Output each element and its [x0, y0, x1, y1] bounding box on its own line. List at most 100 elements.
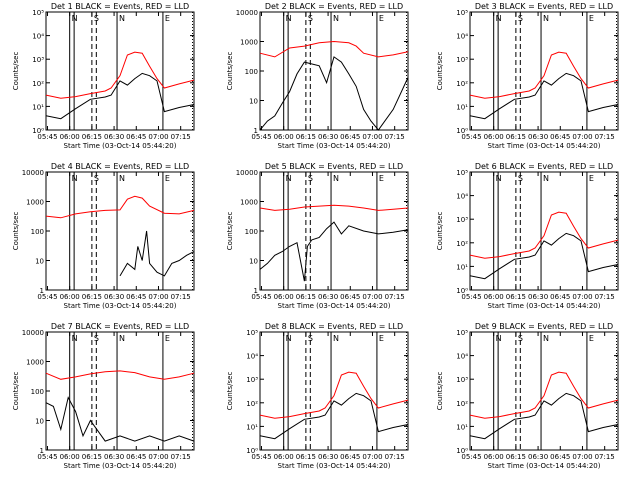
time-marker-label: E	[165, 334, 170, 343]
panel-1: Det 1 BLACK = Events, RED = LLD 10⁰ 10¹ 10²…	[12, 2, 195, 150]
time-marker-label: N	[72, 14, 78, 23]
x-tick-label: 05:45	[37, 453, 57, 461]
x-axis-label: Start Time (03-Oct-14 05:44:20)	[488, 462, 601, 470]
y-tick-label: 10³	[456, 216, 468, 224]
y-tick-label: 10⁰	[456, 447, 468, 455]
y-tick-label: 10	[35, 258, 44, 266]
y-tick-label: 10²	[456, 80, 468, 88]
y-tick-label: 10⁴	[32, 33, 44, 41]
x-tick-label: 05:45	[37, 293, 57, 301]
x-tick-label: 06:45	[550, 133, 570, 141]
x-tick-label: 06:00	[484, 453, 504, 461]
x-tick-label: 07:00	[362, 133, 382, 141]
plot-frame	[45, 11, 195, 131]
x-tick-label: 07:00	[148, 133, 168, 141]
panel-title: Det 7 BLACK = Events, RED = LLD	[51, 322, 189, 331]
panel-title: Det 1 BLACK = Events, RED = LLD	[51, 2, 189, 11]
y-tick-label: 10⁵	[246, 329, 258, 337]
x-tick-label: 06:15	[296, 133, 316, 141]
x-axis-label: Start Time (03-Oct-14 05:44:20)	[488, 302, 601, 310]
x-tick-label: 05:45	[461, 133, 481, 141]
time-marker-label: S	[94, 334, 99, 343]
x-tick-label: 06:30	[318, 133, 338, 141]
x-tick-label: 06:15	[82, 133, 102, 141]
series-line-lld	[45, 195, 195, 219]
time-marker-label: E	[589, 14, 594, 23]
y-tick-label: 10⁰	[246, 447, 258, 455]
x-tick-label: 07:00	[362, 453, 382, 461]
y-tick-label: 10⁰	[456, 127, 468, 135]
x-tick-label: 06:15	[82, 293, 102, 301]
series-line-lld	[469, 211, 619, 259]
x-tick-label: 06:30	[528, 453, 548, 461]
y-tick-label: 10	[35, 418, 44, 426]
y-tick-label: 10¹	[456, 263, 468, 271]
panel-6: Det 6 BLACK = Events, RED = LLD 10⁰ 10¹ 10²…	[436, 162, 619, 310]
series-line-events	[469, 232, 619, 280]
time-marker-label: S	[518, 14, 523, 23]
x-tick-label: 06:45	[340, 453, 360, 461]
plot-frame	[469, 331, 619, 451]
y-tick-label: 10²	[246, 400, 258, 408]
x-tick-label: 07:00	[148, 453, 168, 461]
x-tick-label: 06:00	[274, 133, 294, 141]
time-marker-label: S	[94, 14, 99, 23]
series-line-events	[259, 56, 409, 131]
y-tick-label: 1000	[26, 359, 44, 367]
x-tick-label: 06:45	[126, 133, 146, 141]
x-tick-label: 06:45	[550, 453, 570, 461]
y-axis-label: Counts/sec	[436, 212, 444, 251]
x-axis-label: Start Time (03-Oct-14 05:44:20)	[278, 302, 391, 310]
time-marker-label: E	[379, 334, 384, 343]
series-line-events	[119, 230, 195, 277]
x-tick-label: 07:15	[595, 453, 615, 461]
y-tick-label: 10¹	[246, 423, 258, 431]
x-tick-label: 06:45	[340, 293, 360, 301]
panel-3: Det 3 BLACK = Events, RED = LLD 10⁰ 10¹ 10²…	[436, 2, 619, 150]
time-marker-label: E	[589, 174, 594, 183]
y-tick-label: 1	[254, 287, 258, 295]
y-tick-label: 100	[31, 228, 44, 236]
x-tick-label: 06:00	[60, 133, 80, 141]
plot-frame	[45, 171, 195, 291]
panel-5: Det 5 BLACK = Events, RED = LLD 1 10 100 100…	[226, 162, 409, 310]
time-marker-label: S	[308, 14, 313, 23]
time-marker-label: N	[119, 174, 125, 183]
series-line-lld	[259, 40, 409, 58]
x-tick-label: 05:45	[461, 293, 481, 301]
x-tick-label: 06:45	[126, 453, 146, 461]
x-axis-label: Start Time (03-Oct-14 05:44:20)	[64, 142, 177, 150]
time-marker-label: N	[119, 14, 125, 23]
x-tick-label: 06:30	[104, 453, 124, 461]
panel-4: Det 4 BLACK = Events, RED = LLD 1 10 100 100…	[12, 162, 195, 310]
y-axis-label: Counts/sec	[226, 372, 234, 411]
y-tick-label: 1000	[240, 199, 258, 207]
plot-frame	[259, 171, 409, 291]
y-axis-label: Counts/sec	[436, 52, 444, 91]
time-marker-label: N	[543, 174, 549, 183]
x-tick-label: 06:00	[274, 293, 294, 301]
y-tick-label: 10³	[32, 56, 44, 64]
x-tick-label: 07:15	[595, 293, 615, 301]
x-tick-label: 06:00	[60, 293, 80, 301]
x-tick-label: 07:15	[171, 293, 191, 301]
x-tick-label: 07:00	[572, 133, 592, 141]
y-tick-label: 1	[40, 447, 44, 455]
panel-title: Det 9 BLACK = Events, RED = LLD	[475, 322, 613, 331]
series-line-events	[45, 396, 195, 442]
panel-title: Det 8 BLACK = Events, RED = LLD	[265, 322, 403, 331]
x-axis-label: Start Time (03-Oct-14 05:44:20)	[278, 142, 391, 150]
time-marker-label: N	[72, 334, 78, 343]
x-tick-label: 06:30	[528, 293, 548, 301]
x-tick-label: 07:15	[595, 133, 615, 141]
panel-2: Det 2 BLACK = Events, RED = LLD 1 10 100 100…	[226, 2, 409, 150]
y-tick-label: 10³	[456, 56, 468, 64]
x-tick-label: 07:00	[572, 293, 592, 301]
time-marker-label: S	[518, 334, 523, 343]
y-axis-label: Counts/sec	[12, 212, 20, 251]
time-marker-label: N	[286, 334, 292, 343]
time-marker-label: E	[165, 14, 170, 23]
series-line-events	[259, 221, 409, 282]
time-marker-label: N	[333, 174, 339, 183]
x-axis-label: Start Time (03-Oct-14 05:44:20)	[278, 462, 391, 470]
